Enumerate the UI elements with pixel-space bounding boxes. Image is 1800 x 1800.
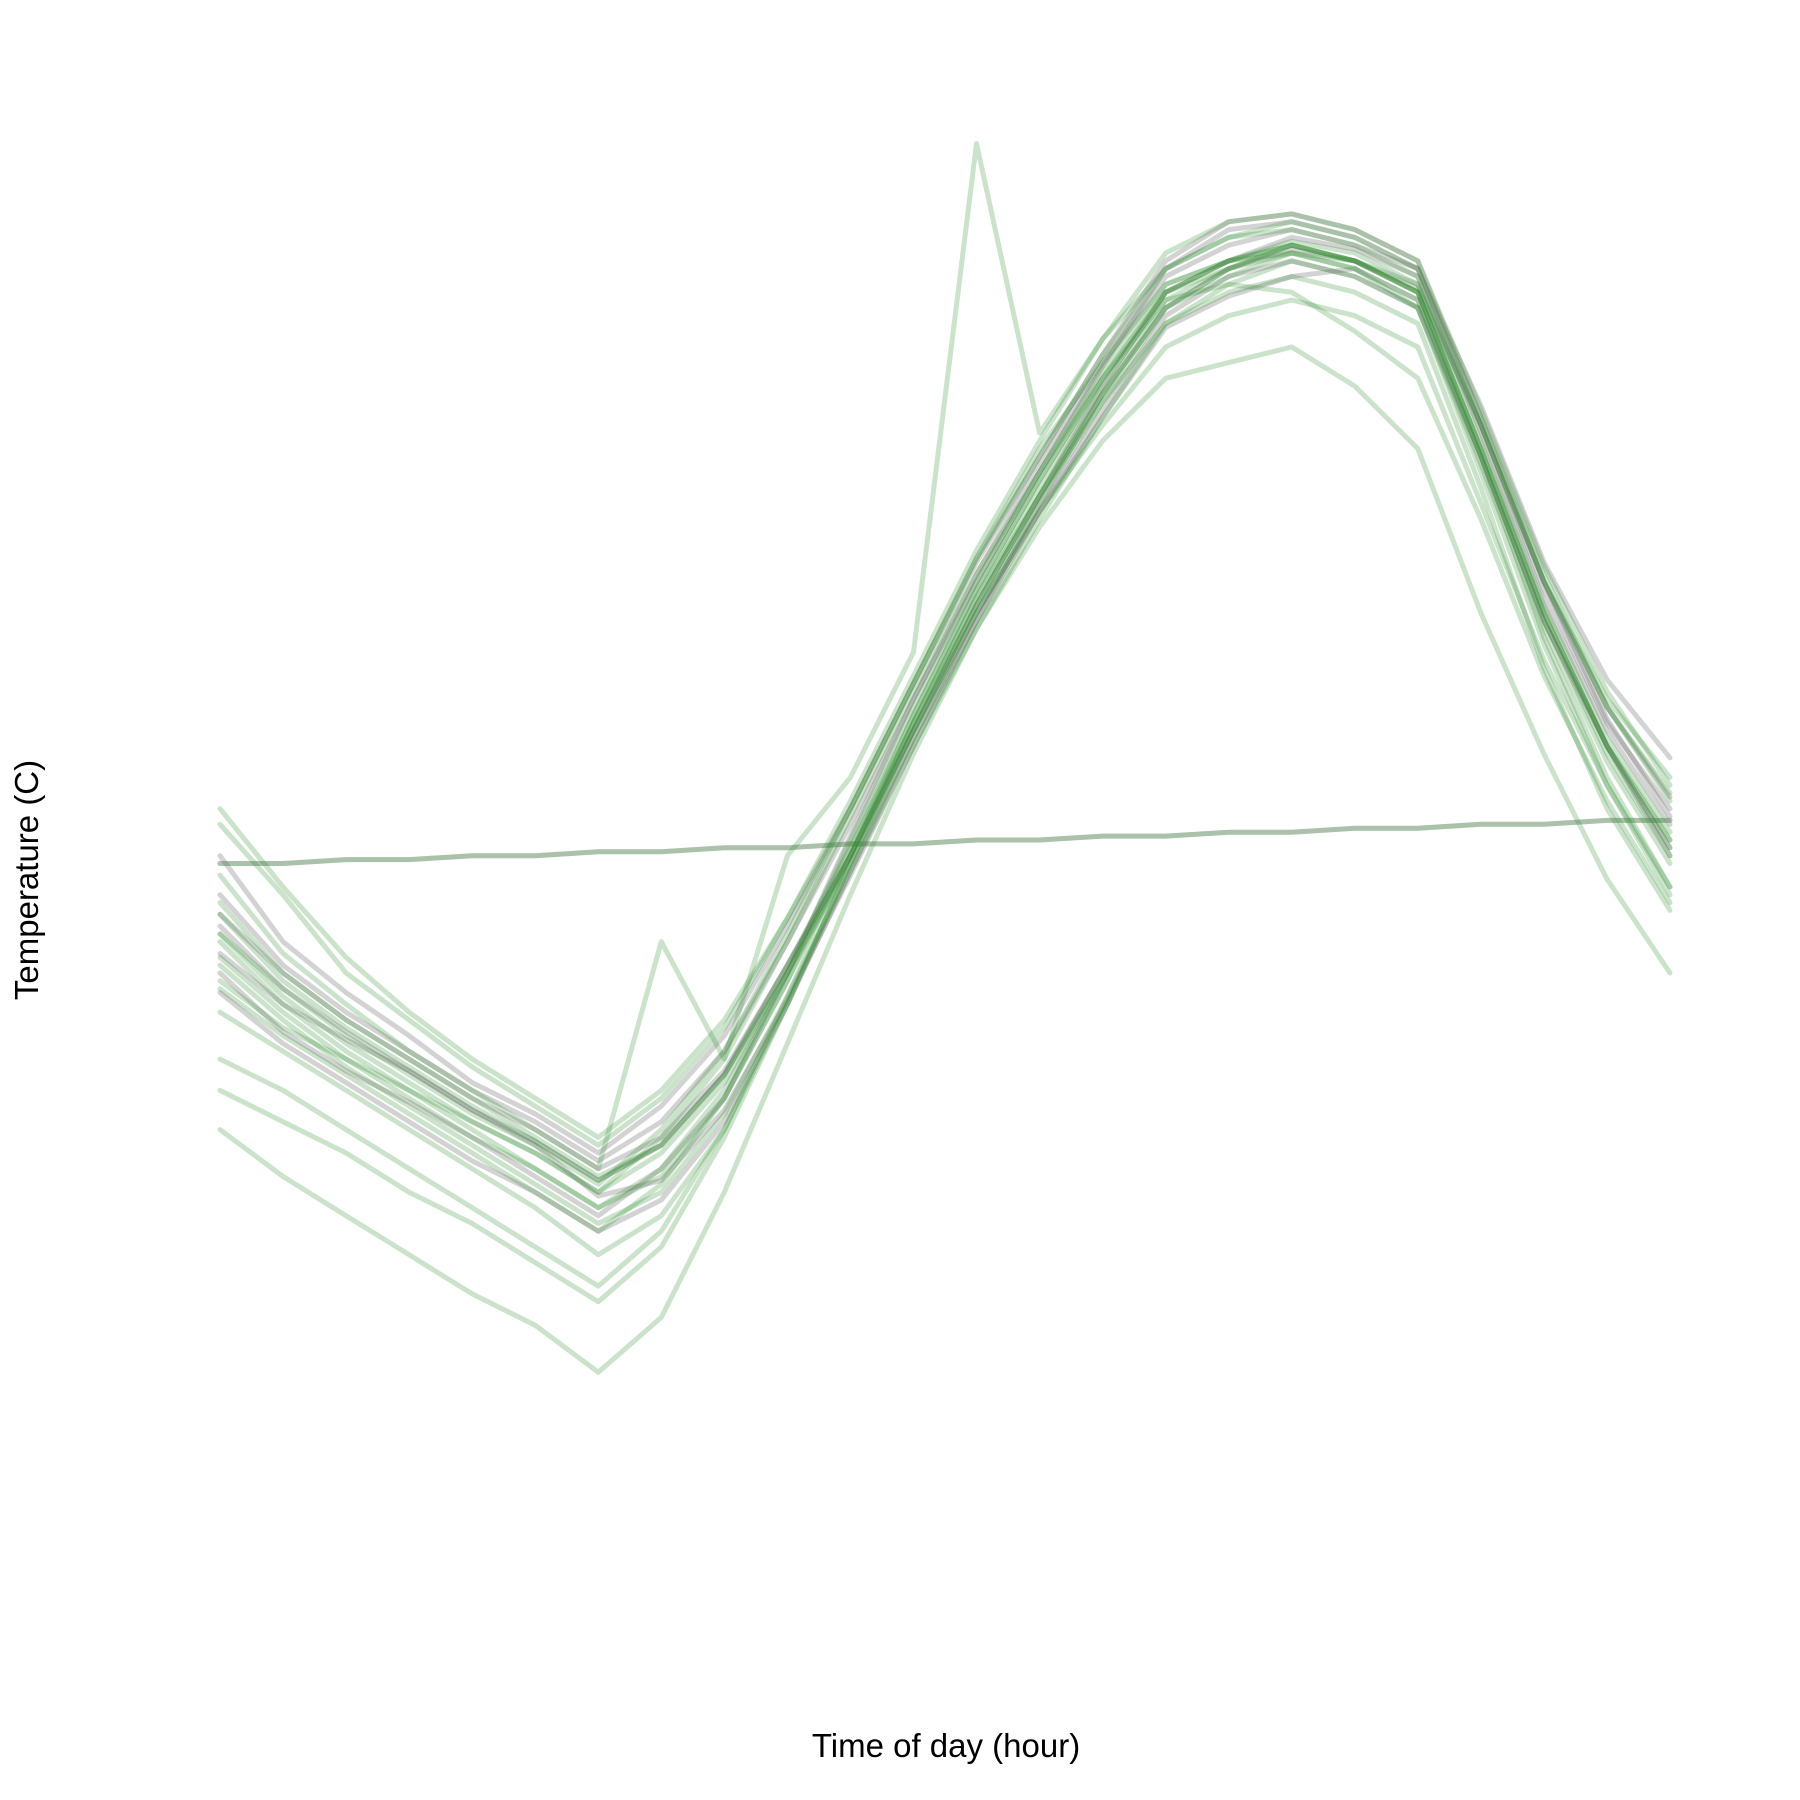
series-line-5 — [217, 234, 1673, 1183]
series-line-21 — [217, 250, 1673, 1187]
series-line-15 — [217, 242, 1673, 1289]
series-line-22 — [217, 242, 1673, 1211]
series-line-17 — [217, 297, 1673, 1258]
y-axis-label: Temperature (C) — [8, 760, 45, 1000]
series-line-4 — [217, 211, 1673, 1156]
series-line-14 — [217, 274, 1673, 1305]
series-line-20 — [217, 250, 1673, 1179]
series-line-9 — [217, 238, 1673, 1183]
series-line-11 — [217, 258, 1673, 1226]
series-layer — [217, 141, 1673, 1375]
series-line-2 — [217, 266, 1673, 1172]
series-line-19 — [217, 281, 1673, 1195]
series-line-16 — [217, 344, 1673, 1375]
series-line-1 — [217, 246, 1673, 1199]
series-line-8 — [217, 817, 1673, 866]
series-line-24 — [217, 227, 1673, 1140]
series-line-18 — [217, 141, 1673, 1172]
x-axis-label: Time of day (hour) — [812, 1727, 1080, 1764]
series-line-7 — [217, 227, 1673, 1164]
series-line-3 — [217, 219, 1673, 1219]
series-line-25 — [217, 250, 1673, 1234]
series-line-23 — [217, 817, 1673, 866]
series-line-6 — [217, 258, 1673, 1234]
series-line-12 — [217, 211, 1673, 1148]
series-line-13 — [217, 242, 1673, 1195]
series-line-10 — [217, 242, 1673, 1211]
